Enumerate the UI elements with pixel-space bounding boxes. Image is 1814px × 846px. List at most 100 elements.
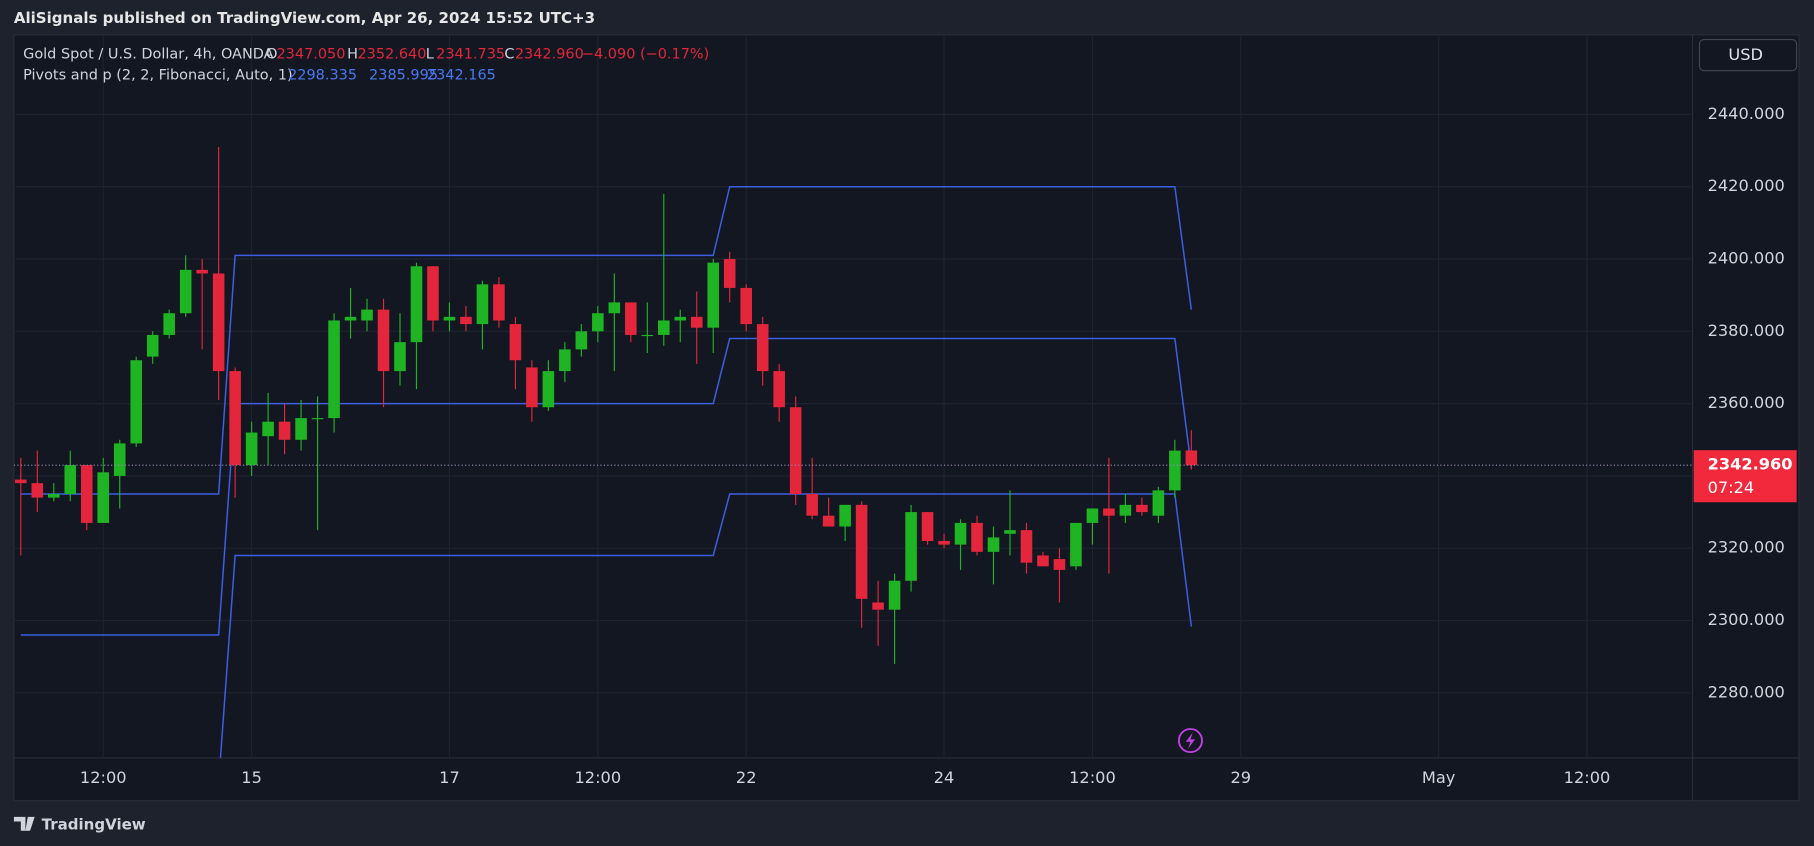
candle-body <box>1152 490 1165 516</box>
candle-body <box>987 537 1000 552</box>
candle-body <box>509 324 522 361</box>
candle-body <box>756 324 769 372</box>
candle-body <box>31 483 44 498</box>
change-label: −4.090 (−0.17%) <box>582 47 709 63</box>
x-tick-label: 12:00 <box>1564 768 1611 787</box>
pivot-line <box>219 493 1193 758</box>
candle-body <box>921 512 934 542</box>
candle-body <box>146 334 159 357</box>
candle-body <box>971 522 983 552</box>
candle-body <box>608 302 621 314</box>
candle-body <box>1020 530 1033 563</box>
x-tick-label: 15 <box>241 768 262 787</box>
candle-body <box>1053 559 1066 570</box>
ohlc-value: 2342.960 <box>515 47 584 63</box>
candle-body <box>690 316 703 328</box>
candle-body <box>657 320 670 335</box>
candle-body <box>196 269 208 274</box>
candle-body <box>905 512 917 581</box>
last-price-label: 2342.960 <box>1708 455 1793 474</box>
candle-body <box>15 479 27 484</box>
countdown: 07:24 <box>1708 478 1755 497</box>
candle-body <box>723 259 736 288</box>
candle-body <box>476 284 489 325</box>
x-tick-label: 24 <box>934 768 955 787</box>
candle-body <box>97 472 110 523</box>
candle-body <box>542 371 555 408</box>
candle-body <box>707 262 720 328</box>
candle-body <box>839 504 851 527</box>
candle-body <box>1119 504 1132 516</box>
candle-body <box>278 421 291 440</box>
currency-button[interactable] <box>1698 38 1798 72</box>
last-price-tag <box>1693 450 1797 503</box>
candle-body <box>575 331 588 350</box>
y-tick-label: 2400.000 <box>1708 249 1785 268</box>
pivot-value: 2385.995 <box>369 67 438 83</box>
candle-body <box>1185 450 1198 466</box>
candle-body <box>361 309 373 321</box>
candle-body <box>377 309 390 372</box>
candle-body <box>806 494 818 516</box>
candle-body <box>47 494 60 498</box>
chart-frame <box>13 34 1800 802</box>
candle-body <box>328 320 340 419</box>
brand-logo <box>13 816 35 831</box>
y-tick-label: 2440.000 <box>1708 104 1785 123</box>
candle-body <box>80 465 93 523</box>
candle-body <box>641 334 654 337</box>
candle-body <box>855 504 868 599</box>
candle-body <box>245 432 258 466</box>
x-tick-label: 17 <box>439 768 460 787</box>
candle-body <box>344 316 357 321</box>
x-tick-label: 12:00 <box>575 768 622 787</box>
candle-body <box>410 266 423 343</box>
candle-body <box>822 515 835 527</box>
candle-body <box>394 342 406 372</box>
candle-body <box>625 302 637 335</box>
candle-body <box>526 367 538 408</box>
y-tick-label: 2420.000 <box>1708 176 1785 195</box>
candle-body <box>559 349 571 372</box>
ohlc-value: 2341.735 <box>436 47 505 63</box>
candle-body <box>229 371 241 466</box>
x-tick-label: 12:00 <box>1069 768 1116 787</box>
candle-body <box>493 284 505 321</box>
y-tick-label: 2380.000 <box>1708 321 1785 340</box>
candle-body <box>130 360 142 444</box>
candle-body <box>113 443 126 476</box>
x-tick-label: 12:00 <box>80 768 127 787</box>
pivot-value: 2342.165 <box>427 67 496 83</box>
y-tick-label: 2360.000 <box>1708 393 1785 412</box>
candle-body <box>1086 508 1099 523</box>
candle-body <box>163 313 175 335</box>
x-tick-label: 29 <box>1230 768 1251 787</box>
event-icon[interactable] <box>1177 728 1203 754</box>
pivot-line <box>20 185 1193 495</box>
y-tick-label: 2320.000 <box>1708 538 1785 557</box>
ohlc-prefix: H <box>347 47 358 63</box>
candle-body <box>1070 522 1082 567</box>
candle-body <box>740 287 752 325</box>
candle-body <box>1004 530 1016 534</box>
currency-label: USD <box>1728 45 1763 64</box>
candle-body <box>592 313 604 332</box>
plot <box>13 146 1693 758</box>
x-tick-label: May <box>1422 768 1456 787</box>
candle-body <box>443 316 456 321</box>
candle-body <box>789 407 802 495</box>
candle-body <box>674 316 687 321</box>
candle-body <box>954 522 967 545</box>
candle-body <box>179 269 192 314</box>
brand-name: TradingView <box>42 816 146 834</box>
ohlc-prefix: C <box>504 47 514 63</box>
candle-body <box>64 465 77 495</box>
ohlc-prefix: O <box>266 47 277 63</box>
axes: 2280.0002300.0002320.0002340.0002360.000… <box>80 104 1797 787</box>
candle-body <box>295 418 307 440</box>
candle-body <box>212 273 225 372</box>
pivot-value: 2298.335 <box>288 67 357 83</box>
x-tick-label: 22 <box>736 768 757 787</box>
